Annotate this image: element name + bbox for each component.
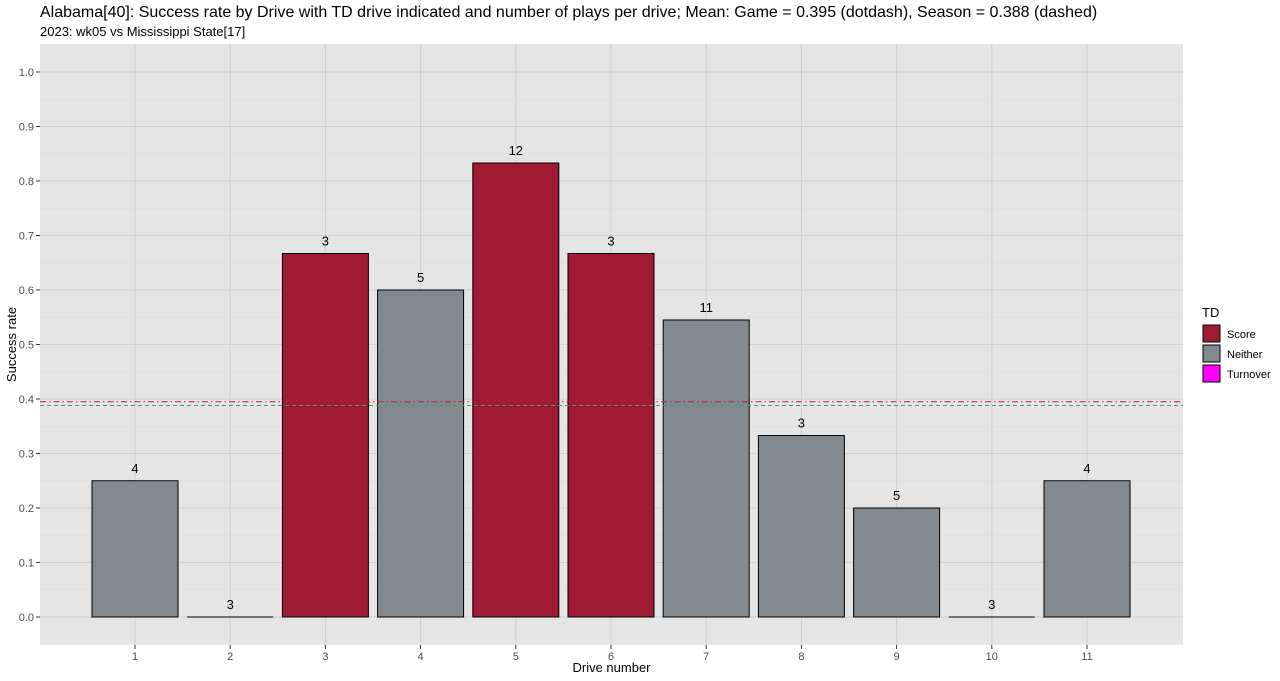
mean-lines-layer (40, 401, 1183, 407)
bar-label: 3 (227, 597, 234, 612)
legend-label: Neither (1227, 349, 1263, 361)
x-tick-label: 6 (608, 651, 614, 663)
y-tick-label: 0.3 (19, 449, 34, 461)
y-tick-label: 0.7 (19, 231, 34, 243)
y-tick-label: 0.9 (19, 122, 34, 134)
x-tick-label: 4 (418, 651, 424, 663)
x-tick-label: 7 (703, 651, 709, 663)
bar-label: 3 (988, 597, 995, 612)
bar (281, 252, 369, 618)
bars-layer (91, 162, 1131, 618)
y-tick-label: 0.8 (19, 176, 34, 188)
bar (757, 435, 845, 618)
x-tick-label: 10 (986, 651, 998, 663)
x-tick-label: 1 (132, 651, 138, 663)
y-tick-label: 0.0 (19, 612, 34, 624)
y-tick-label: 0.5 (19, 340, 34, 352)
bar (377, 289, 465, 618)
y-tick-label: 0.1 (19, 558, 34, 570)
legend-label: Turnover (1227, 369, 1271, 381)
axis-layer: 0.00.10.20.30.40.50.60.70.80.91.01 2 3 4 5 6 7… (19, 67, 1093, 663)
legend: TD Score Neither Turnover (1202, 305, 1271, 383)
legend-key (1202, 344, 1221, 363)
bar-label: 3 (798, 416, 805, 431)
x-tick-label: 8 (798, 651, 804, 663)
y-tick-label: 0.2 (19, 503, 34, 515)
x-tick-label: 3 (322, 651, 328, 663)
bar-label: 11 (699, 300, 713, 315)
x-tick-label: 5 (513, 651, 519, 663)
bar-label: 5 (893, 488, 900, 503)
bar-label: 3 (322, 233, 329, 248)
bar-label: 3 (607, 233, 614, 248)
x-axis-title: Drive number (572, 660, 651, 675)
x-tick-label: 9 (894, 651, 900, 663)
bar (91, 480, 179, 618)
chart-title: Alabama[40]: Success rate by Drive with … (40, 4, 1098, 21)
legend-label: Score (1227, 329, 1256, 341)
y-tick-label: 0.4 (19, 394, 34, 406)
bar-label: 4 (131, 461, 138, 476)
y-tick-label: 0.6 (19, 285, 34, 297)
x-tick-label: 2 (227, 651, 233, 663)
y-tick-label: 1.0 (19, 67, 34, 79)
bar (472, 162, 560, 618)
bar-label: 12 (509, 143, 523, 158)
chart-subtitle: 2023: wk05 vs Mississippi State[17] (40, 24, 246, 39)
legend-title: TD (1202, 305, 1219, 320)
bar-label: 4 (1083, 461, 1090, 476)
y-axis-title: Success rate (4, 307, 19, 382)
bar-label: 5 (417, 270, 424, 285)
x-tick-label: 11 (1081, 651, 1092, 663)
bar (567, 252, 655, 618)
legend-key (1202, 364, 1221, 383)
bar (1043, 480, 1131, 618)
bar (662, 319, 750, 618)
bar (853, 507, 941, 618)
legend-key (1202, 324, 1221, 343)
bar-labels-layer: 4 3 3 5 12 3 11 3 5 3 4 (131, 143, 1090, 612)
